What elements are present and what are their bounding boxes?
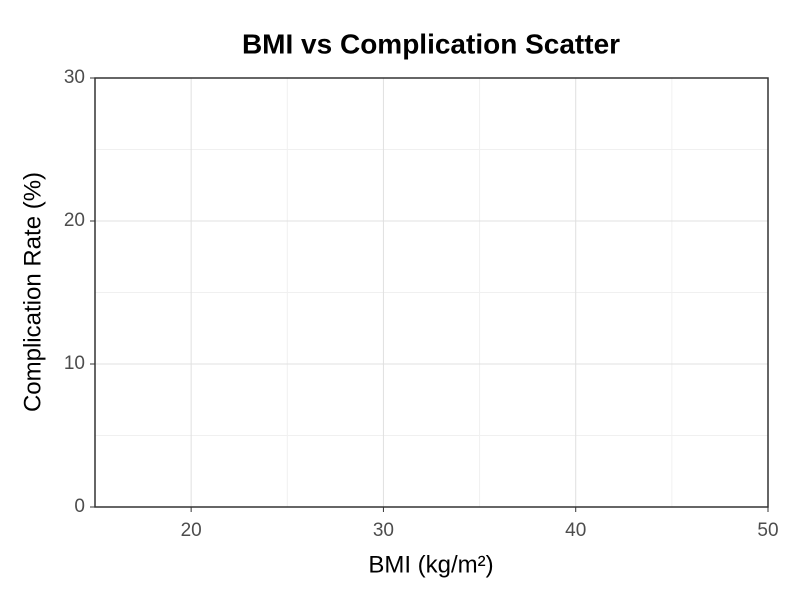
x-axis-label: BMI (kg/m²) — [368, 551, 493, 578]
y-tick-label: 20 — [64, 210, 85, 231]
y-tick-label: 10 — [64, 353, 85, 374]
y-tick-label: 30 — [64, 67, 85, 88]
chart-title: BMI vs Complication Scatter — [242, 28, 620, 59]
x-tick-label: 20 — [181, 520, 202, 541]
x-tick-label: 50 — [757, 520, 778, 541]
y-axis-label: Complication Rate (%) — [19, 172, 46, 412]
x-tick-label: 40 — [565, 520, 586, 541]
y-tick-label: 0 — [74, 496, 85, 517]
plot-border — [94, 77, 769, 508]
x-tick-label: 30 — [373, 520, 394, 541]
